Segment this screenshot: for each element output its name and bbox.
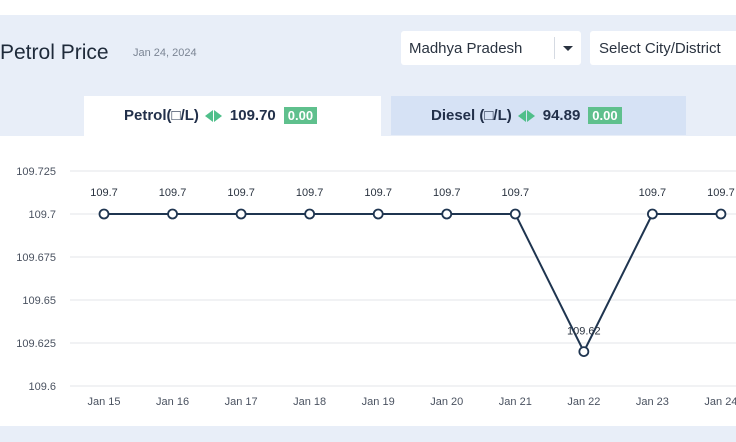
x-tick-label: Jan 24 — [704, 396, 736, 408]
data-point[interactable] — [235, 208, 247, 220]
y-tick-label: 109.6 — [28, 381, 56, 393]
state-select[interactable]: Madhya Pradesh — [401, 31, 581, 65]
y-tick-label: 109.675 — [16, 252, 56, 264]
tab-diesel-price: 94.89 — [542, 107, 581, 124]
data-label: 109.7 — [227, 187, 255, 199]
x-tick-label: Jan 21 — [499, 396, 532, 408]
data-point[interactable] — [304, 208, 316, 220]
data-label: 109.7 — [296, 187, 324, 199]
data-label: 109.7 — [364, 187, 392, 199]
select-divider — [554, 37, 555, 59]
data-label: 109.7 — [433, 187, 461, 199]
data-point[interactable] — [647, 208, 658, 220]
page-title: Petrol Price — [0, 41, 109, 64]
chart-panel: 109.6 109.625 109.65 109.675 109.7 109.725 Jan… — [0, 136, 736, 426]
tab-diesel-label: Diesel (□/L) — [431, 107, 512, 124]
tab-petrol-label: Petrol(□/L) — [124, 107, 199, 124]
page-date: Jan 24, 2024 — [133, 47, 197, 59]
tab-petrol-change-badge: 0.00 — [283, 107, 318, 124]
y-tick-label: 109.725 — [16, 166, 56, 178]
top-strip — [0, 0, 736, 15]
city-select[interactable]: Select City/District — [590, 31, 736, 65]
data-label: 109.62 — [567, 326, 601, 338]
caret-down-icon[interactable] — [563, 46, 573, 51]
tab-diesel[interactable]: Diesel (□/L) 94.89 0.00 — [391, 96, 686, 135]
data-point[interactable] — [715, 208, 727, 220]
data-point[interactable] — [509, 208, 521, 220]
data-point[interactable] — [578, 346, 590, 358]
y-tick-label: 109.625 — [16, 338, 56, 350]
data-point[interactable] — [441, 208, 453, 220]
y-tick-label: 109.65 — [22, 295, 56, 307]
data-point[interactable] — [98, 208, 110, 220]
header: Petrol Price Jan 24, 2024 Madhya Pradesh… — [0, 15, 736, 95]
bottom-strip — [0, 426, 736, 442]
price-line-chart: 109.6 109.625 109.65 109.675 109.7 109.725 Jan… — [16, 166, 736, 408]
x-tick-label: Jan 18 — [293, 396, 326, 408]
x-tick-label: Jan 17 — [225, 396, 258, 408]
state-select-value: Madhya Pradesh — [409, 40, 523, 57]
data-label: 109.7 — [159, 187, 187, 199]
city-select-placeholder: Select City/District — [599, 40, 721, 57]
x-tick-label: Jan 16 — [156, 396, 189, 408]
data-point[interactable] — [372, 208, 384, 220]
y-tick-label: 109.7 — [28, 209, 56, 221]
left-right-arrows-icon — [517, 109, 535, 122]
data-label: 109.7 — [502, 187, 530, 199]
tab-diesel-change-badge: 0.00 — [588, 107, 622, 124]
x-tick-label: Jan 22 — [567, 396, 600, 408]
x-tick-label: Jan 19 — [362, 396, 395, 408]
data-label: 109.7 — [639, 187, 667, 199]
x-tick-label: Jan 20 — [430, 396, 463, 408]
left-right-arrows-icon — [204, 109, 222, 122]
data-label: 109.7 — [707, 187, 735, 199]
x-tick-label: Jan 15 — [87, 396, 120, 408]
series-line — [104, 213, 721, 354]
tab-petrol[interactable]: Petrol(□/L) 109.70 0.00 — [84, 96, 381, 136]
x-tick-label: Jan 23 — [636, 396, 669, 408]
data-point[interactable] — [167, 208, 178, 220]
data-label: 109.7 — [90, 187, 118, 199]
tab-petrol-price: 109.70 — [229, 107, 276, 124]
